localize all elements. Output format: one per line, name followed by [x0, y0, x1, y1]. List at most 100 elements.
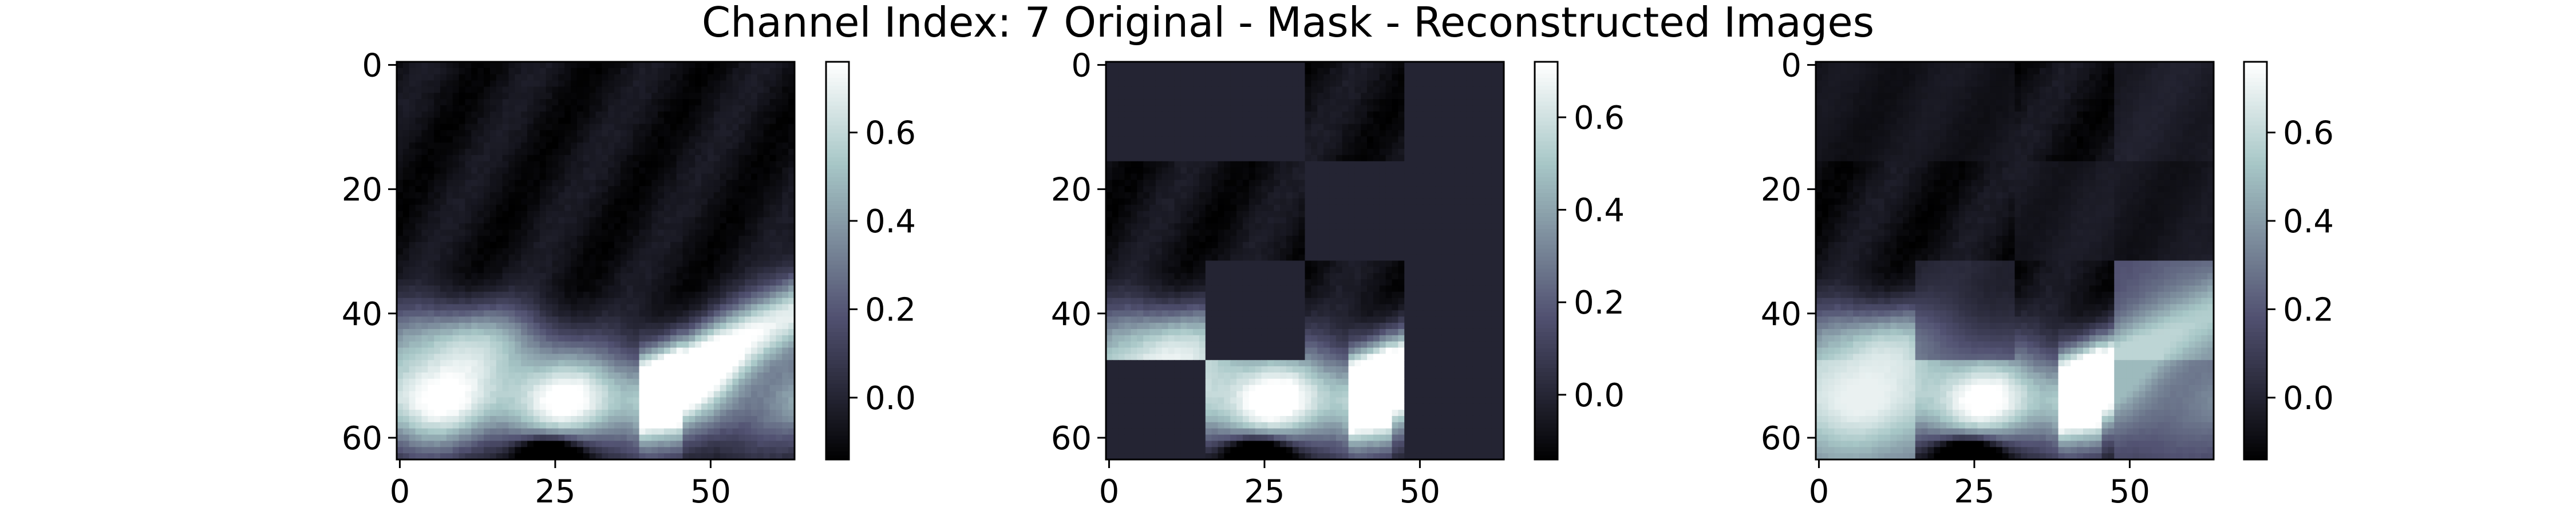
- heatmap-cell: [726, 453, 733, 460]
- heatmap-cell: [546, 136, 553, 143]
- heatmap-cell: [769, 441, 777, 447]
- heatmap-cell: [1118, 111, 1125, 118]
- heatmap-cell: [633, 415, 640, 423]
- heatmap-cell: [720, 180, 727, 187]
- heatmap-cell: [738, 285, 745, 292]
- heatmap-cell: [769, 136, 777, 143]
- heatmap-cell: [589, 403, 596, 410]
- heatmap-cell: [726, 347, 733, 354]
- colorbar-segment: [826, 308, 849, 313]
- heatmap-cell: [1112, 105, 1119, 112]
- heatmap-cell: [397, 422, 404, 429]
- heatmap-cell: [552, 117, 559, 125]
- heatmap-cell: [658, 273, 665, 280]
- heatmap-cell: [670, 285, 677, 292]
- heatmap-cell: [527, 241, 534, 249]
- heatmap-cell: [508, 360, 515, 367]
- heatmap-cell: [639, 310, 646, 317]
- heatmap-cell: [776, 211, 783, 218]
- heatmap-cell: [1361, 111, 1368, 118]
- heatmap-cell: [701, 415, 708, 423]
- heatmap-cell: [1441, 80, 1448, 88]
- heatmap-cell: [720, 260, 727, 267]
- heatmap-cell: [571, 161, 578, 168]
- heatmap-cell: [397, 291, 404, 299]
- heatmap-cell: [788, 366, 795, 373]
- heatmap-cell: [1118, 130, 1125, 137]
- heatmap-cell: [489, 385, 497, 392]
- heatmap-cell: [421, 74, 428, 81]
- heatmap-cell: [564, 328, 571, 336]
- heatmap-cell: [409, 360, 416, 367]
- heatmap-cell: [1367, 124, 1374, 131]
- heatmap-cell: [421, 434, 428, 442]
- heatmap-cell: [645, 173, 652, 180]
- heatmap-cell: [639, 192, 646, 199]
- heatmap-cell: [602, 186, 609, 193]
- heatmap-cell: [521, 229, 528, 236]
- heatmap-cell: [658, 410, 665, 417]
- heatmap-cell: [1267, 86, 1274, 93]
- heatmap-cell: [446, 360, 453, 367]
- heatmap-cell: [421, 410, 428, 417]
- heatmap-cell: [713, 410, 721, 417]
- heatmap-cell: [732, 211, 739, 218]
- heatmap-cell: [515, 248, 521, 255]
- colorbar-segment: [826, 197, 849, 201]
- heatmap-cell: [489, 180, 497, 187]
- heatmap-cell: [465, 136, 472, 143]
- heatmap-cell: [1392, 86, 1398, 93]
- heatmap-cell: [484, 385, 491, 392]
- heatmap-cell: [782, 397, 789, 404]
- heatmap-cell: [732, 453, 739, 460]
- heatmap-cell: [1274, 99, 1281, 106]
- heatmap-cell: [1498, 80, 1504, 88]
- heatmap-cell: [539, 447, 547, 454]
- heatmap-cell: [608, 335, 615, 342]
- heatmap-cell: [489, 198, 497, 205]
- heatmap-cell: [546, 154, 553, 162]
- heatmap-cell: [552, 161, 559, 168]
- heatmap-cell: [726, 217, 733, 224]
- heatmap-cell: [1329, 74, 1337, 81]
- heatmap-cell: [651, 161, 658, 168]
- heatmap-cell: [459, 323, 466, 330]
- heatmap-cell: [738, 111, 745, 118]
- heatmap-cell: [434, 62, 441, 69]
- heatmap-cell: [763, 285, 771, 292]
- heatmap-cell: [1423, 86, 1430, 93]
- heatmap-cell: [521, 99, 528, 106]
- heatmap-cell: [626, 154, 634, 162]
- heatmap-cell: [626, 372, 634, 379]
- heatmap-cell: [527, 180, 534, 187]
- heatmap-cell: [776, 354, 783, 360]
- heatmap-cell: [732, 161, 739, 168]
- heatmap-cell: [564, 229, 571, 236]
- heatmap-cell: [713, 279, 721, 286]
- heatmap-cell: [452, 403, 460, 410]
- heatmap-cell: [1367, 68, 1374, 75]
- heatmap-cell: [602, 328, 609, 336]
- original-heatmap: [397, 62, 795, 460]
- heatmap-cell: [614, 341, 621, 348]
- heatmap-cell: [1441, 124, 1448, 131]
- heatmap-cell: [676, 192, 683, 199]
- heatmap-cell: [676, 410, 683, 417]
- heatmap-cell: [633, 80, 640, 88]
- heatmap-cell: [465, 434, 472, 442]
- heatmap-cell: [676, 68, 683, 75]
- heatmap-cell: [701, 62, 708, 69]
- heatmap-cell: [1193, 86, 1200, 93]
- heatmap-cell: [465, 167, 472, 175]
- heatmap-cell: [428, 111, 434, 118]
- heatmap-cell: [701, 285, 708, 292]
- heatmap-cell: [639, 298, 646, 305]
- heatmap-cell: [583, 217, 590, 224]
- heatmap-cell: [477, 397, 484, 404]
- heatmap-cell: [620, 422, 627, 429]
- heatmap-cell: [1491, 130, 1498, 137]
- heatmap-cell: [745, 154, 752, 162]
- heatmap-cell: [434, 316, 441, 323]
- heatmap-cell: [434, 211, 441, 218]
- heatmap-cell: [1448, 111, 1455, 118]
